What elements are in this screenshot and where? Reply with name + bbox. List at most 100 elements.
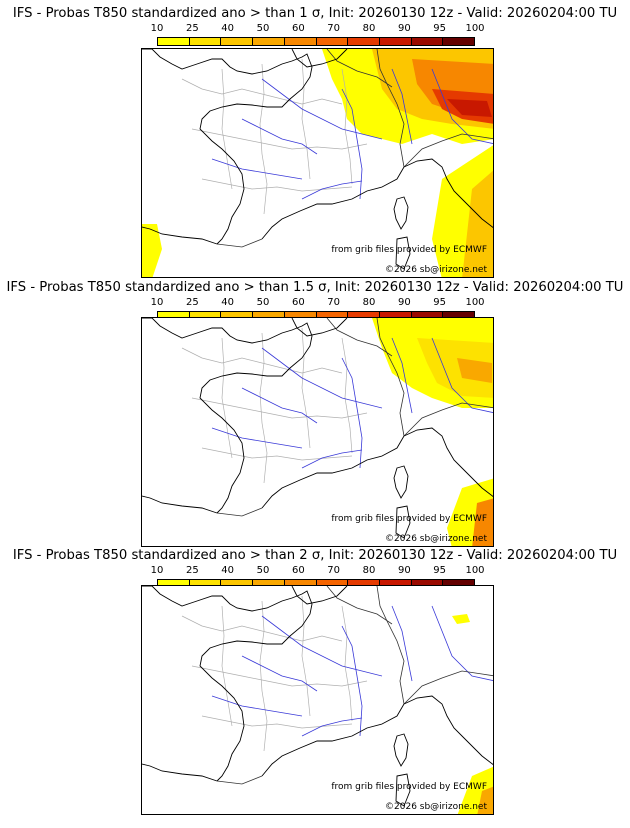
colorbar-swatch <box>252 312 284 319</box>
probability-zone <box>417 338 493 398</box>
colorbar-swatch <box>378 38 411 45</box>
colorbar-ticks: 10 25 40 50 60 70 80 90 95 100 <box>151 23 485 35</box>
probability-zone <box>462 170 493 277</box>
coastlines <box>142 49 493 270</box>
river <box>211 427 303 449</box>
river <box>431 605 493 681</box>
coastline <box>142 226 218 245</box>
colorbar-swatch <box>410 38 443 45</box>
admin-boundary <box>191 128 368 150</box>
river <box>211 158 303 180</box>
colorbar-tick-label: 100 <box>465 297 485 308</box>
colorbar-tick-label: 80 <box>362 23 376 34</box>
colorbar-tick-label: 95 <box>433 23 447 34</box>
river <box>301 180 363 200</box>
river <box>431 337 493 413</box>
country-border <box>326 318 393 357</box>
probability-zone <box>457 358 492 383</box>
colorbar <box>157 37 475 46</box>
colorbar-tick-label: 40 <box>221 565 235 576</box>
admin-boundary <box>301 58 311 180</box>
admin-boundary <box>341 337 353 454</box>
colorbar-tick-label: 70 <box>327 23 341 34</box>
colorbar-swatch <box>315 312 348 319</box>
river <box>341 88 363 200</box>
copyright-credit: ©2026 sb@irizone.net <box>385 534 487 544</box>
colorbar-swatch <box>188 580 221 587</box>
country-border <box>403 402 493 437</box>
colorbar-swatch <box>220 580 253 587</box>
admin-boundary <box>341 605 353 722</box>
admin-boundary <box>301 327 311 449</box>
country-border <box>326 586 393 625</box>
river <box>301 717 363 737</box>
river <box>241 118 318 155</box>
colorbar-swatch <box>188 38 221 45</box>
source-credit: from grib files provided by ECMWF <box>331 514 487 524</box>
river <box>341 625 363 737</box>
colorbar-swatch <box>378 580 411 587</box>
island-coastline <box>395 236 411 270</box>
copyright-credit: ©2026 sb@irizone.net <box>385 802 487 812</box>
admin-boundary <box>259 63 268 215</box>
colorbar-swatch <box>442 312 475 319</box>
probability-map: from grib files provided by ECMWF ©2026 … <box>141 585 494 815</box>
coastline <box>142 763 218 782</box>
country-border <box>216 507 263 517</box>
colorbar-tick-label: 95 <box>433 297 447 308</box>
colorbar-tick-label: 60 <box>291 565 305 576</box>
admin-boundary <box>341 68 353 185</box>
probability-shading <box>142 49 493 277</box>
probability-shading <box>372 318 493 546</box>
colorbar-tick-label: 70 <box>327 297 341 308</box>
colorbar-tick-label: 40 <box>221 23 235 34</box>
colorbar-swatch <box>252 580 284 587</box>
colorbar-tick-label: 90 <box>397 565 411 576</box>
panel-title: IFS - Probas T850 standardized ano > tha… <box>12 6 618 21</box>
island-coastline <box>393 465 409 499</box>
coastline <box>142 318 313 514</box>
admin-boundary <box>201 447 353 461</box>
coastline <box>403 158 493 229</box>
colorbar-tick-label: 50 <box>256 297 270 308</box>
colorbar-swatch <box>283 312 316 319</box>
river <box>391 605 413 682</box>
river <box>241 655 318 692</box>
probability-zone <box>452 614 470 624</box>
colorbar-ticks: 10 25 40 50 60 70 80 90 95 100 <box>151 297 485 309</box>
admin-boundary <box>201 178 353 192</box>
colorbar-tick-label: 90 <box>397 297 411 308</box>
country-border <box>403 670 493 705</box>
island-coastline <box>393 733 409 767</box>
probability-zone <box>447 99 492 117</box>
colorbar-tick-label: 70 <box>327 565 341 576</box>
river <box>301 449 363 469</box>
coastline <box>261 166 405 240</box>
colorbar-tick-label: 60 <box>291 23 305 34</box>
colorbar-swatch <box>347 38 379 45</box>
coastline <box>403 427 493 498</box>
river <box>261 78 383 140</box>
coastline <box>291 586 348 605</box>
source-credit: from grib files provided by ECMWF <box>331 245 487 255</box>
colorbar-tick-label: 50 <box>256 23 270 34</box>
colorbar-tick-label: 80 <box>362 565 376 576</box>
colorbar-swatch <box>410 312 443 319</box>
colorbar-swatch <box>283 580 316 587</box>
colorbar-tick-label: 95 <box>433 565 447 576</box>
probability-zone <box>477 786 493 814</box>
probability-zone <box>472 498 493 546</box>
island-coastline <box>395 505 411 539</box>
map-svg <box>142 49 493 277</box>
admin-boundary <box>259 600 268 752</box>
admin-boundary <box>221 605 233 727</box>
coastline <box>142 586 313 782</box>
colorbar-swatch <box>158 38 189 45</box>
copyright-credit: ©2026 sb@irizone.net <box>385 265 487 275</box>
coastline <box>142 495 218 514</box>
river <box>341 357 363 469</box>
colorbar-tick-label: 50 <box>256 565 270 576</box>
colorbar-swatch <box>378 312 411 319</box>
colorbar-swatch <box>158 312 189 319</box>
panel-title: IFS - Probas T850 standardized ano > tha… <box>12 548 618 563</box>
